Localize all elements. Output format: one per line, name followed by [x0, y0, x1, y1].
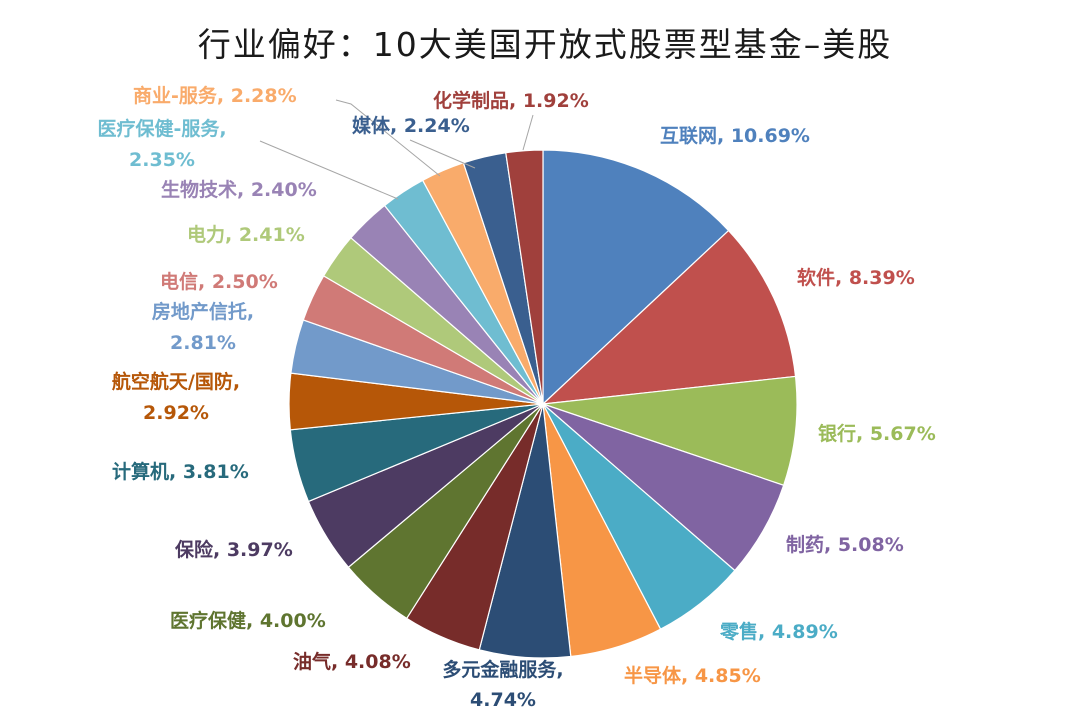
data-label: 软件, 8.39%	[797, 266, 915, 289]
data-label: 房地产信托, 2.81%	[152, 300, 254, 354]
data-label: 计算机, 3.81%	[112, 460, 249, 483]
data-label: 电力, 2.41%	[187, 223, 305, 246]
data-labels: 互联网, 10.69% 软件, 8.39% 银行, 5.67% 制药, 5.08% 零售…	[97, 84, 935, 711]
pie-slice	[542, 149, 730, 406]
data-label: 半导体, 4.85%	[624, 664, 761, 687]
chart-title: 行业偏好：10大美国开放式股票型基金–美股	[198, 25, 893, 64]
leader-line	[335, 99, 441, 177]
data-label: 航空航天/国防, 2.92%	[112, 370, 240, 424]
pie-slice	[541, 229, 797, 405]
data-label: 电信, 2.50%	[160, 270, 278, 293]
leader-lines	[259, 99, 534, 200]
pie-slices	[288, 149, 798, 659]
data-label: 多元金融服务, 4.74%	[442, 658, 563, 711]
data-label: 银行, 5.67%	[818, 422, 936, 445]
data-label: 化学制品, 1.92%	[433, 89, 589, 112]
data-label: 媒体, 2.24%	[352, 114, 470, 137]
data-label: 零售, 4.89%	[719, 620, 838, 643]
data-label: 商业-服务, 2.28%	[133, 84, 297, 107]
leader-line	[259, 140, 399, 200]
pie-slice	[542, 375, 798, 487]
data-label: 互联网, 10.69%	[660, 125, 810, 147]
leader-line	[522, 114, 534, 151]
data-label: 医疗保健-服务, 2.35%	[97, 117, 226, 171]
pie-slice	[505, 149, 544, 405]
data-label: 医疗保健, 4.00%	[170, 609, 326, 632]
data-label: 油气, 4.08%	[293, 650, 411, 673]
data-label: 保险, 3.97%	[174, 538, 293, 561]
leader-line	[409, 139, 476, 169]
data-label: 生物技术, 2.40%	[161, 178, 317, 201]
data-label: 制药, 5.08%	[786, 533, 904, 556]
